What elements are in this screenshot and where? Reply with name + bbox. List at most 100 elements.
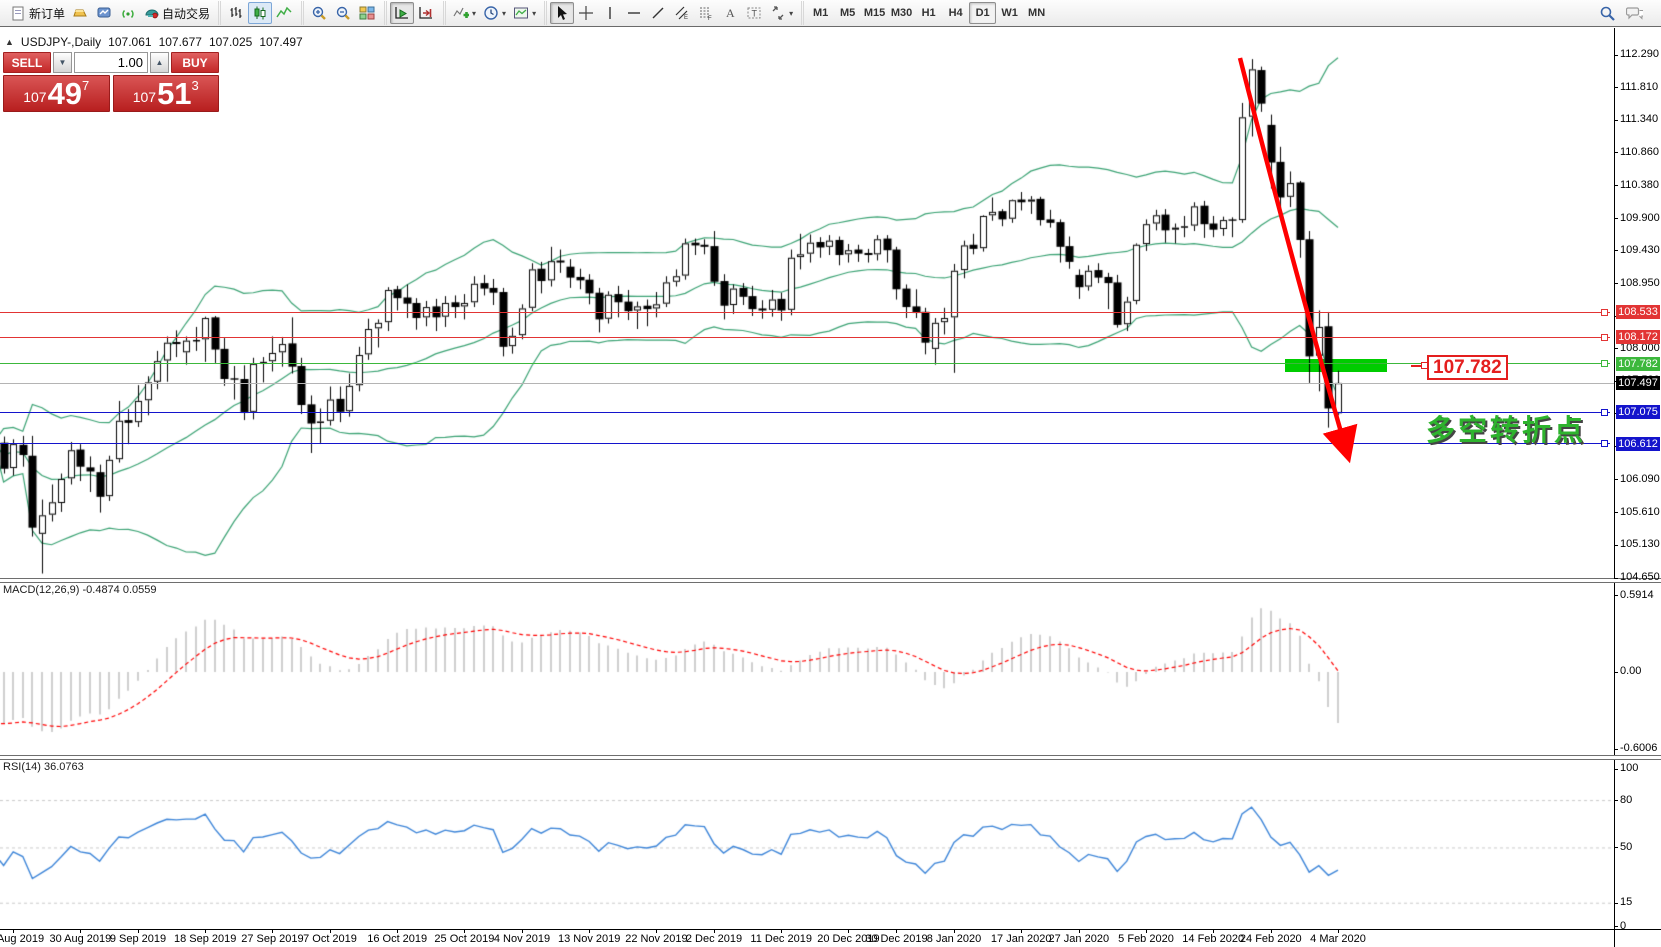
price-callout-label[interactable]: 107.782: [1427, 355, 1508, 380]
text-label-button[interactable]: T: [742, 2, 766, 24]
date-tick-mark: [1078, 929, 1080, 933]
date-tick-mark: [589, 929, 591, 933]
arrows-button[interactable]: ▾: [766, 2, 796, 24]
price-tick-label: 108.000: [1620, 341, 1660, 354]
date-label: 16 Oct 2019: [367, 933, 428, 945]
market-watch-button[interactable]: [92, 2, 116, 24]
line-endpoint-marker[interactable]: [1601, 360, 1608, 368]
bar-chart-button[interactable]: [224, 2, 248, 24]
chat-icon[interactable]: [1626, 5, 1643, 22]
horizontal-line-icon: [626, 5, 643, 22]
zoom-in-button[interactable]: [307, 2, 331, 24]
price-tick-label: 109.430: [1620, 243, 1660, 256]
line-price-label: 107.782: [1616, 356, 1660, 371]
metaeditor-button[interactable]: [68, 2, 92, 24]
sell-price-button[interactable]: 107 49 7: [3, 75, 110, 112]
indicators-button[interactable]: ▾: [449, 2, 479, 24]
search-icon[interactable]: [1599, 5, 1616, 22]
line-endpoint-marker[interactable]: [1601, 308, 1608, 316]
autotrading-robot-icon: [143, 5, 160, 22]
line-endpoint-marker[interactable]: [1601, 440, 1608, 448]
horizontal-line-object[interactable]: [0, 411, 1610, 413]
dropdown-arrow-icon: ▾: [502, 8, 507, 18]
ohlc-close: 107.497: [259, 35, 303, 49]
timeframe-H1[interactable]: H1: [921, 7, 936, 19]
horizontal-line-object[interactable]: [0, 336, 1610, 338]
buy-price-button[interactable]: 107 51 3: [112, 75, 219, 112]
price-tick-mark: [1614, 54, 1618, 56]
line-chart-button[interactable]: [272, 2, 296, 24]
fibonacci-button[interactable]: F: [694, 2, 718, 24]
horizontal-line-object[interactable]: [0, 363, 1610, 365]
volume-down-button[interactable]: ▼: [53, 52, 72, 73]
zoom-in-icon: [311, 5, 328, 22]
signals-button[interactable]: [116, 2, 140, 24]
pane-separator-rsi[interactable]: [0, 755, 1661, 760]
turning-point-annotation[interactable]: 多空转折点: [1426, 415, 1587, 447]
date-label: 14 Feb 2020: [1182, 933, 1245, 945]
macd-tick-label: -0.6006: [1620, 742, 1658, 755]
sell-price-big: 49: [47, 76, 83, 111]
cursor-button[interactable]: [550, 2, 575, 24]
trendline-button[interactable]: [646, 2, 670, 24]
svg-text:A: A: [726, 6, 735, 20]
templates-button[interactable]: ▾: [509, 2, 539, 24]
date-tick-mark: [80, 929, 82, 933]
tile-windows-button[interactable]: [355, 2, 379, 24]
line-endpoint-marker[interactable]: [1601, 333, 1608, 341]
chart-title: ▲ USDJPY-,Daily 107.061 107.677 107.025 …: [5, 35, 303, 49]
line-endpoint-marker[interactable]: [1601, 408, 1608, 416]
buy-price-big: 51: [157, 76, 192, 111]
date-label: 17 Jan 2020: [990, 933, 1052, 945]
date-tick-mark: [896, 929, 898, 933]
timeframe-M15[interactable]: M15: [863, 7, 886, 19]
toolbar-group-zoom: [301, 1, 382, 25]
toolbar: 新订单 自动交易: [0, 0, 1661, 27]
chart-shift-button[interactable]: [414, 2, 438, 24]
autotrading-button[interactable]: 自动交易: [140, 2, 213, 24]
timeframe-MN[interactable]: MN: [1028, 7, 1046, 19]
volume-up-button[interactable]: ▲: [150, 52, 169, 73]
channel-button[interactable]: E: [670, 2, 694, 24]
text-button[interactable]: A: [718, 2, 742, 24]
date-tick-mark: [714, 929, 715, 933]
timeframe-D1[interactable]: D1: [969, 2, 997, 24]
zoom-out-button[interactable]: [331, 2, 355, 24]
timeframe-M30[interactable]: M30: [890, 7, 913, 19]
buy-price-pip: 3: [191, 78, 199, 93]
timeframe-H4[interactable]: H4: [948, 7, 963, 19]
date-tick-mark: [138, 929, 139, 933]
horizontal-line-object[interactable]: [0, 311, 1610, 313]
price-chart-canvas[interactable]: [0, 28, 1614, 947]
date-label: 13 Nov 2019: [557, 933, 621, 945]
vertical-line-button[interactable]: [598, 2, 622, 24]
price-tick-label: 106.090: [1620, 472, 1660, 485]
collapse-panel-icon[interactable]: ▲: [5, 37, 14, 47]
buy-button[interactable]: BUY: [171, 52, 219, 73]
candlestick-chart-button[interactable]: [248, 2, 273, 24]
auto-scroll-button[interactable]: [390, 2, 415, 24]
date-label: 21 Aug 2019: [0, 933, 45, 945]
price-tick-label: 110.380: [1620, 178, 1659, 191]
sell-button[interactable]: SELL: [3, 52, 51, 73]
timeframe-M1[interactable]: M1: [812, 7, 829, 19]
price-tick-mark: [1614, 152, 1618, 154]
price-tick-label: 111.810: [1620, 80, 1659, 93]
price-tick-mark: [1614, 119, 1618, 121]
volume-input[interactable]: [74, 52, 148, 73]
crosshair-button[interactable]: [574, 2, 598, 24]
line-price-label: 106.612: [1616, 436, 1660, 451]
horizontal-line-button[interactable]: [622, 2, 646, 24]
date-label: 9 Sep 2019: [109, 933, 167, 945]
timeframe-M5[interactable]: M5: [839, 7, 856, 19]
pane-separator-macd[interactable]: [0, 578, 1661, 583]
periods-button[interactable]: ▾: [479, 2, 509, 24]
horizontal-line-object[interactable]: [0, 443, 1610, 445]
price-tick-label: 112.290: [1620, 48, 1659, 60]
timeframe-W1[interactable]: W1: [1001, 7, 1018, 19]
rsi-tick-label: 80: [1620, 793, 1633, 806]
date-tick-mark: [1270, 929, 1272, 933]
chart-shift-icon: [418, 5, 435, 22]
new-order-button[interactable]: 新订单: [7, 2, 68, 24]
rsi-tick-mark: [1614, 847, 1618, 849]
